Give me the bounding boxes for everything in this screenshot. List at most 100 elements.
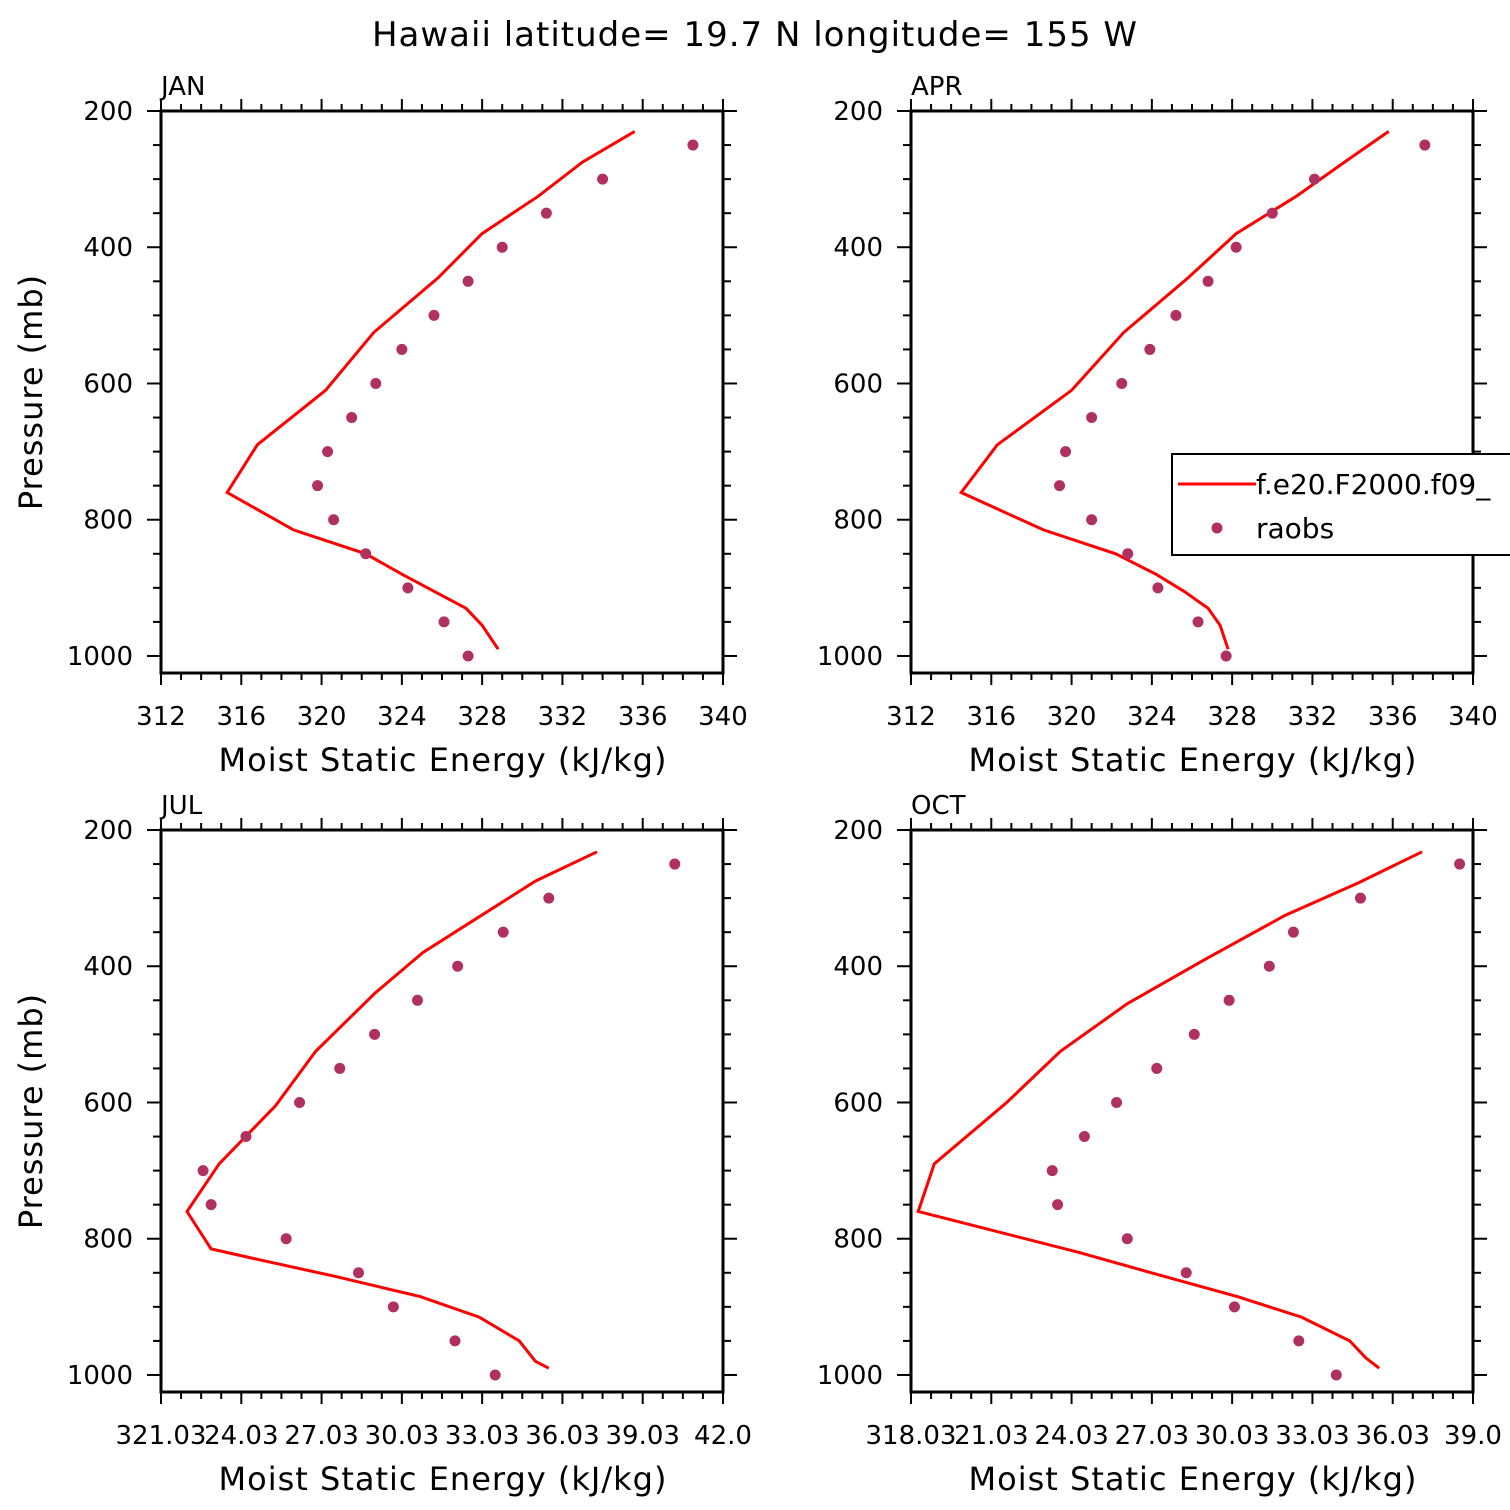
x-tick-label: 340	[698, 702, 748, 732]
x-tick-label: 39.0	[1444, 1421, 1502, 1451]
raobs-point	[1202, 275, 1214, 287]
x-tick-label: 30.03	[365, 1421, 439, 1451]
model-line	[916, 850, 1423, 1370]
panel-label: JAN	[159, 72, 205, 102]
raobs-point	[597, 173, 609, 185]
raobs-point	[489, 1369, 501, 1381]
raobs-point	[1223, 994, 1235, 1006]
x-tick-label: 321.03	[116, 1421, 207, 1451]
raobs-point	[360, 548, 372, 560]
x-tick-label: 39.03	[605, 1421, 679, 1451]
x-tick-label: 33.03	[445, 1421, 519, 1451]
raobs-point	[205, 1199, 217, 1211]
y-axis-label: Pressure (mb)	[12, 274, 50, 510]
series-group	[185, 850, 681, 1381]
y-tick-label: 400	[83, 233, 133, 263]
raobs-point	[452, 960, 464, 972]
raobs-point	[462, 650, 474, 662]
raobs-point	[497, 926, 509, 938]
y-tick-label: 800	[83, 506, 133, 536]
raobs-point	[1060, 446, 1072, 458]
raobs-point	[396, 343, 408, 355]
raobs-point	[294, 1096, 306, 1108]
raobs-point	[1054, 480, 1066, 492]
raobs-point	[1046, 1165, 1058, 1177]
raobs-point	[1122, 548, 1134, 560]
x-tick-label: 42.0	[694, 1421, 752, 1451]
raobs-point	[1052, 1199, 1064, 1211]
plot-frame	[159, 109, 725, 675]
x-tick-label: 316	[966, 702, 1016, 732]
raobs-point	[411, 994, 423, 1006]
x-tick-label: 336	[1368, 702, 1418, 732]
raobs-point	[1180, 1267, 1192, 1279]
y-tick-label: 800	[833, 1225, 883, 1255]
raobs-point	[540, 207, 552, 219]
raobs-point	[687, 139, 699, 151]
raobs-point	[353, 1267, 365, 1279]
raobs-point	[1287, 926, 1299, 938]
x-tick-label: 36.03	[525, 1421, 599, 1451]
raobs-point	[402, 582, 414, 594]
raobs-point	[428, 309, 440, 321]
x-tick-label: 332	[538, 702, 588, 732]
y-tick-label: 600	[833, 1088, 883, 1118]
raobs-point	[1170, 309, 1182, 321]
y-tick-label: 600	[83, 369, 133, 399]
x-tick-label: 332	[1288, 702, 1338, 732]
y-tick-label: 800	[833, 506, 883, 536]
raobs-point	[334, 1062, 346, 1074]
raobs-point	[1266, 207, 1278, 219]
raobs-point	[496, 241, 508, 253]
x-tick-label: 324	[1127, 702, 1177, 732]
x-tick-label: 328	[1207, 702, 1257, 732]
raobs-point	[1454, 858, 1466, 870]
panel-jan: JAN 312 316 320 324 328 332 336 340 200 400 600 800 1…	[12, 72, 748, 779]
x-tick-label: 36.03	[1355, 1421, 1429, 1451]
x-tick-label: 312	[886, 702, 936, 732]
x-tick-label: 318.03	[866, 1421, 957, 1451]
raobs-point	[1263, 960, 1275, 972]
raobs-point	[369, 1028, 381, 1040]
x-tick-label: 312	[136, 702, 186, 732]
y-tick-label: 200	[83, 97, 133, 127]
raobs-point	[1121, 1233, 1133, 1245]
raobs-point	[280, 1233, 292, 1245]
x-tick-label: 336	[618, 702, 668, 732]
raobs-point	[1192, 616, 1204, 628]
y-tick-label: 600	[833, 369, 883, 399]
y-tick-label: 200	[833, 816, 883, 846]
plot-frame	[159, 828, 725, 1394]
x-tick-label: 316	[216, 702, 266, 732]
raobs-point	[1116, 377, 1128, 389]
x-tick-label: 21.03	[954, 1421, 1028, 1451]
model-line	[958, 130, 1390, 650]
raobs-point	[1293, 1335, 1305, 1347]
raobs-point	[1078, 1131, 1090, 1143]
raobs-point	[1354, 892, 1366, 904]
x-axis-label: Moist Static Energy (kJ/kg)	[219, 741, 668, 779]
y-tick-label: 400	[83, 952, 133, 982]
raobs-point	[197, 1165, 209, 1177]
raobs-point	[240, 1131, 252, 1143]
series-group	[958, 130, 1431, 662]
x-axis-label: Moist Static Energy (kJ/kg)	[969, 1460, 1418, 1498]
model-line	[185, 850, 598, 1370]
x-tick-label: 33.03	[1275, 1421, 1349, 1451]
raobs-point	[1228, 1301, 1240, 1313]
y-tick-label: 600	[83, 1088, 133, 1118]
y-tick-label: 400	[833, 233, 883, 263]
raobs-point	[1220, 650, 1232, 662]
raobs-point	[1330, 1369, 1342, 1381]
raobs-point	[1230, 241, 1242, 253]
x-tick-label: 24.03	[1034, 1421, 1108, 1451]
raobs-point	[1188, 1028, 1200, 1040]
raobs-point	[438, 616, 450, 628]
series-group	[225, 130, 699, 662]
legend-entry-model: f.e20.F2000.f09_	[1256, 468, 1491, 501]
raobs-point	[462, 275, 474, 287]
x-tick-label: 324	[377, 702, 427, 732]
x-axis-label: Moist Static Energy (kJ/kg)	[969, 741, 1418, 779]
y-tick-label: 200	[833, 97, 883, 127]
